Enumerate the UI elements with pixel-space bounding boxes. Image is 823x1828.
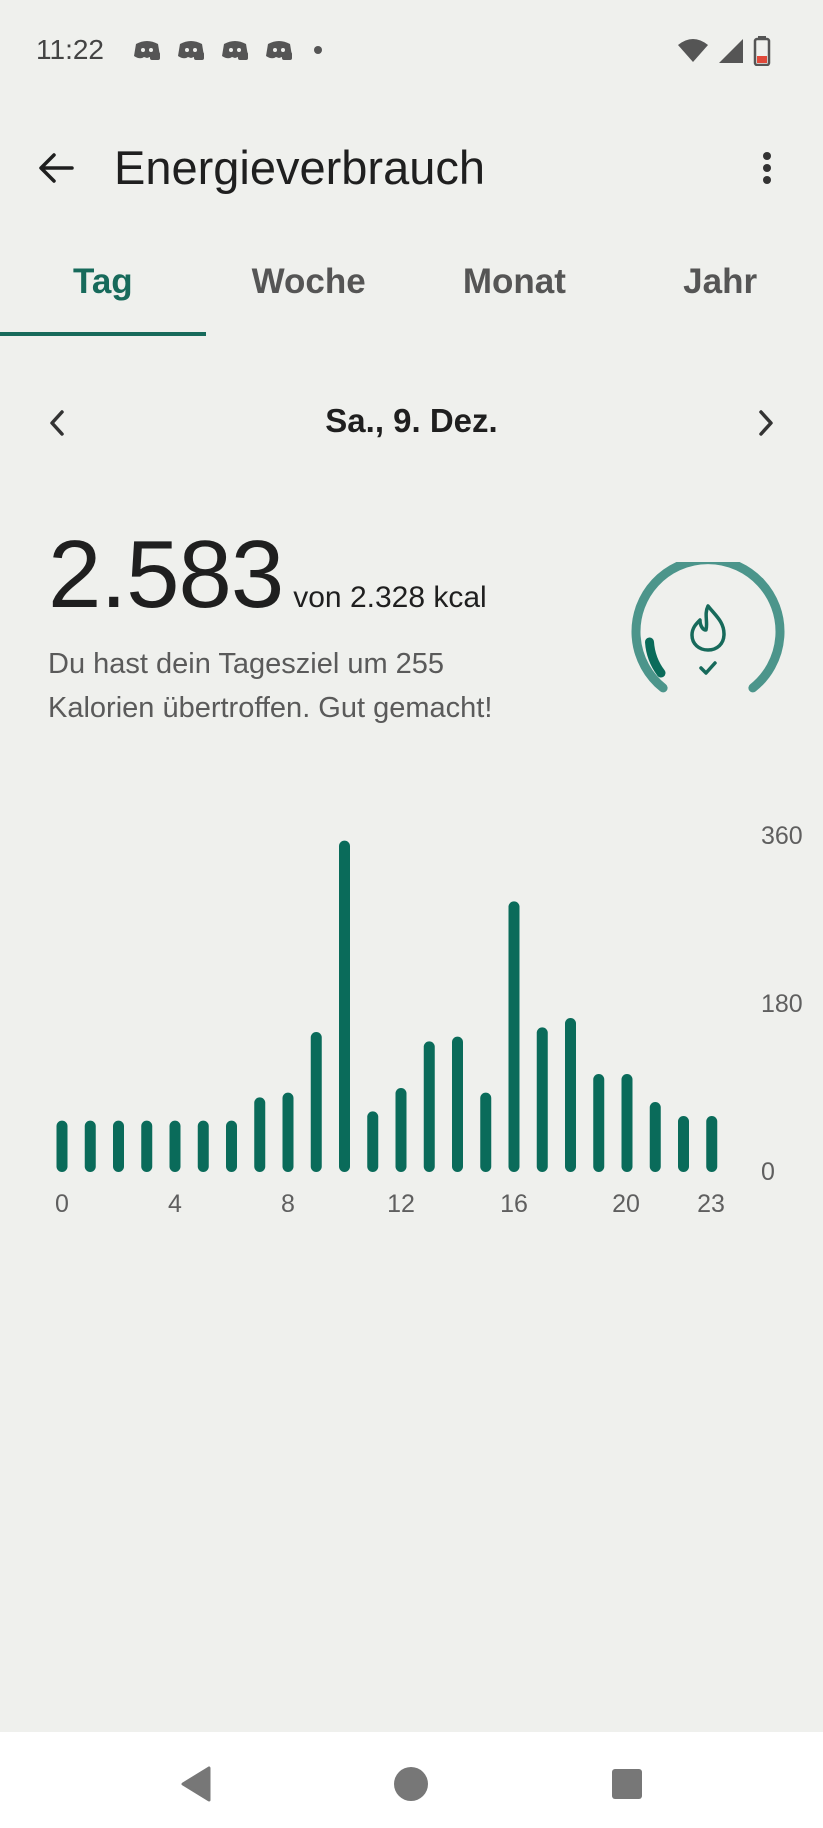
triangle-back-icon — [181, 1766, 211, 1802]
chart-bar-hour-5 — [197, 1120, 209, 1172]
nav-back-button[interactable] — [168, 1756, 224, 1812]
discord-icon — [178, 41, 204, 60]
chart-bar-hour-1 — [84, 1120, 96, 1172]
back-button[interactable] — [30, 142, 82, 194]
chart-bar-hour-4 — [169, 1120, 181, 1172]
tab-week[interactable]: Woche — [251, 262, 366, 301]
circle-home-icon — [394, 1767, 428, 1801]
bar-chart-svg — [56, 840, 718, 1172]
nav-recents-button[interactable] — [599, 1756, 655, 1812]
chart-bar-hour-19 — [593, 1074, 605, 1172]
chart-bar-hour-21 — [649, 1102, 661, 1172]
date-label: Sa., 9. Dez. — [325, 402, 498, 439]
chevron-right-icon — [759, 410, 773, 436]
goal-message: Du hast dein Tagesziel um 255 Kalorien ü… — [48, 648, 493, 724]
chart-bar-hour-17 — [536, 1027, 548, 1172]
square-recents-icon — [612, 1769, 642, 1799]
chart-bar-hour-12 — [395, 1088, 407, 1172]
x-tick-label: 16 — [500, 1190, 528, 1218]
goal-text: von 2.328 kcal — [293, 581, 487, 614]
y-tick-label: 360 — [761, 822, 803, 850]
chart-bar-hour-6 — [226, 1120, 237, 1172]
y-tick-label: 0 — [761, 1158, 775, 1186]
cell-signal-icon — [719, 39, 743, 63]
chart-bar-hour-11 — [367, 1111, 379, 1172]
flame-icon — [690, 604, 726, 652]
more-vert-icon — [763, 152, 771, 184]
hourly-energy-chart: 360 180 0 0 4 8 12 16 20 23 — [0, 810, 823, 1230]
check-icon — [699, 661, 717, 675]
system-icons — [677, 36, 771, 66]
system-navigation-bar — [0, 1732, 823, 1828]
value-line: 2.583 von 2.328 kcal — [48, 520, 608, 630]
battery-low-icon — [753, 36, 771, 66]
chart-bar-hour-14 — [452, 1036, 463, 1172]
chart-bar-hour-13 — [423, 1041, 435, 1172]
x-tick-label: 4 — [168, 1190, 182, 1218]
x-tick-label: 20 — [612, 1190, 640, 1218]
discord-icon — [134, 41, 160, 60]
chart-bar-hour-20 — [621, 1074, 633, 1172]
calories-value: 2.583 — [48, 521, 284, 628]
chart-bar-hour-2 — [113, 1120, 124, 1172]
previous-day-button[interactable] — [32, 398, 82, 448]
page-title: Energieverbrauch — [114, 141, 485, 194]
app-bar: Energieverbrauch — [0, 120, 823, 216]
chart-bar-hour-10 — [339, 840, 350, 1172]
chart-bar-hour-0 — [56, 1120, 68, 1172]
nav-home-button[interactable] — [383, 1756, 439, 1812]
chart-bar-hour-22 — [678, 1116, 689, 1172]
more-notifications-dot — [314, 46, 322, 54]
chevron-left-icon — [50, 410, 64, 436]
status-time: 11:22 — [36, 34, 104, 65]
arrow-back-icon — [39, 153, 74, 183]
energy-summary: 2.583 von 2.328 kcal Du hast dein Tageszi… — [48, 520, 608, 730]
discord-icon — [222, 41, 248, 60]
y-tick-label: 180 — [761, 990, 803, 1018]
period-tabs: Tag Woche Monat Jahr — [0, 240, 823, 336]
chart-bar-hour-23 — [706, 1116, 718, 1172]
chart-bar-hour-7 — [254, 1097, 266, 1172]
chart-bar-hour-15 — [480, 1092, 492, 1172]
wifi-icon — [678, 39, 708, 62]
chart-bar-hour-9 — [310, 1032, 322, 1172]
tab-month[interactable]: Monat — [462, 262, 566, 301]
next-day-button[interactable] — [741, 398, 791, 448]
tab-day[interactable]: Tag — [0, 240, 206, 336]
x-tick-label: 0 — [55, 1190, 69, 1218]
tab-year[interactable]: Jahr — [683, 262, 758, 301]
discord-icon — [266, 41, 292, 60]
chart-bar-hour-8 — [282, 1092, 294, 1172]
goal-ring-track — [631, 562, 785, 693]
chart-bar-hour-16 — [508, 901, 520, 1172]
x-tick-label: 23 — [697, 1190, 725, 1218]
goal-ring — [631, 562, 785, 693]
x-tick-label: 8 — [281, 1190, 295, 1218]
more-options-button[interactable] — [741, 142, 793, 194]
x-tick-label: 12 — [387, 1190, 415, 1218]
goal-ring-overflow — [645, 637, 666, 678]
chart-bar-hour-3 — [141, 1120, 153, 1172]
status-bar: 11:22 — [0, 0, 823, 104]
date-navigation: Sa., 9. Dez. — [0, 380, 823, 466]
chart-bar-hour-18 — [565, 1018, 576, 1172]
notification-icons — [132, 38, 322, 62]
